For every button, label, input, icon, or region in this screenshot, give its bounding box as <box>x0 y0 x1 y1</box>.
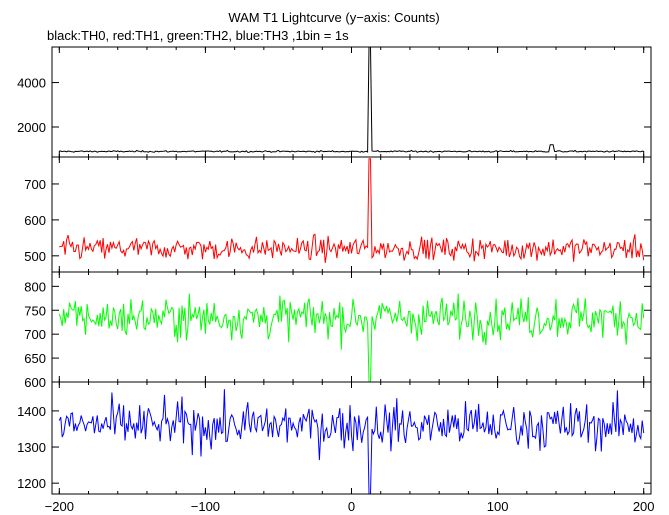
y-tick-label: 2000 <box>17 120 46 135</box>
x-tick-label: 100 <box>487 499 509 514</box>
series-line-th3 <box>58 389 645 494</box>
panel-th2: 600 650 700 750 800 <box>24 271 652 390</box>
series-line-th1 <box>59 158 645 263</box>
y-tick-label: 800 <box>24 279 46 294</box>
x-tick-label: 200 <box>633 499 655 514</box>
chart-title: WAM T1 Lightcurve (y−axis: Counts) <box>228 10 439 25</box>
x-tick-label: −100 <box>191 499 220 514</box>
series-line-th2 <box>58 293 645 382</box>
chart-subtitle: black:TH0, red:TH1, green:TH2, blue:TH3 … <box>47 28 349 43</box>
y-tick-label: 4000 <box>17 76 46 91</box>
y-tick-label: 500 <box>24 249 46 264</box>
y-tick-label: 750 <box>24 303 46 318</box>
panel-th0: 2000 4000 <box>17 46 652 158</box>
y-tick-label: 1400 <box>17 404 46 419</box>
x-tick-label: 0 <box>348 499 355 514</box>
x-axis-labels: −200 −100 0 100 200 <box>45 499 655 514</box>
panels: 2000400050060070060065070075080012001300… <box>17 46 655 514</box>
panel-frame <box>51 271 652 383</box>
series-line-th0 <box>59 47 644 154</box>
y-tick-label: 600 <box>24 375 46 390</box>
y-tick-label: 1200 <box>17 476 46 491</box>
y-tick-label: 600 <box>24 213 46 228</box>
panel-th1: 500 600 700 <box>24 156 652 273</box>
y-tick-label: 1300 <box>17 440 46 455</box>
panel-th3: 1200 1300 1400 <box>17 381 652 495</box>
panel-frame <box>51 46 652 158</box>
y-tick-label: 700 <box>24 327 46 342</box>
y-tick-label: 650 <box>24 351 46 366</box>
y-tick-label: 700 <box>24 177 46 192</box>
panel-frame <box>51 156 652 273</box>
x-tick-label: −200 <box>45 499 74 514</box>
